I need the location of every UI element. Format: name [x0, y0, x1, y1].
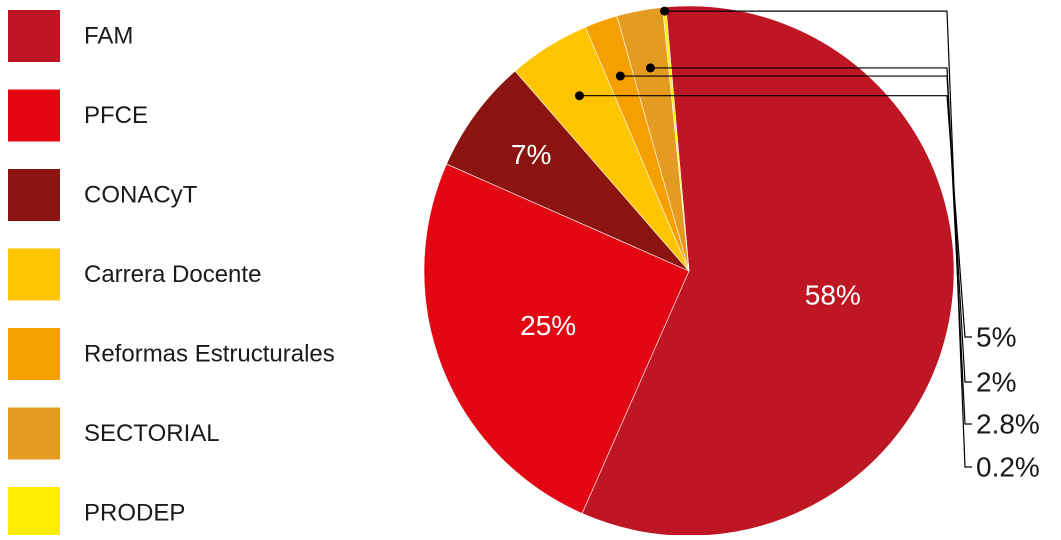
slice-label-fam: 58%: [805, 279, 861, 310]
legend-label-sectorial: SECTORIAL: [84, 420, 220, 447]
pie-slice-pfce: [423, 163, 690, 514]
legend-swatch-prodep: [8, 487, 60, 539]
legend-swatch-conacyt: [8, 169, 60, 221]
slice-label-conacyt: 7%: [511, 139, 551, 170]
legend-swatch-carrera-docente: [8, 248, 60, 301]
callout-label-carrera-docente: 5%: [976, 322, 1016, 353]
callout-label-prodep: 0.2%: [976, 452, 1040, 483]
legend-swatch-pfce: [8, 89, 60, 142]
callout-line-carrera-docente: [579, 95, 972, 338]
legend-label-fam: FAM: [84, 23, 133, 50]
callout-label-sectorial: 2.8%: [976, 409, 1040, 440]
callout-dot-carrera-docente: [574, 91, 584, 101]
legend-label-conacyt: CONACyT: [84, 182, 198, 209]
pie-slice-fam: [581, 5, 955, 537]
legend-label-pfce: PFCE: [84, 102, 148, 129]
legend-swatch-reformas-estructurales: [8, 328, 60, 380]
legend-label-prodep: PRODEP: [84, 500, 185, 527]
pie-slice-conacyt: [446, 70, 690, 272]
pie-slices: [423, 5, 955, 537]
legend-label-carrera-docente: Carrera Docente: [84, 261, 261, 288]
slice-labels: 58% 25% 7%: [511, 139, 861, 341]
legend-swatch-fam: [8, 10, 60, 62]
legend: FAM PFCE CONACyT Carrera Docente Reformas Es…: [8, 10, 335, 539]
legend-swatch-sectorial: [8, 407, 60, 460]
callout-label-reformas-estructurales: 2%: [976, 367, 1016, 398]
callout-dot-prodep: [660, 6, 670, 16]
legend-label-reformas-estructurales: Reformas Estructurales: [84, 341, 335, 368]
slice-label-pfce: 25%: [520, 310, 576, 341]
callouts: 5% 2% 2.8% 0.2%: [574, 6, 1040, 483]
callout-line-prodep: [664, 10, 972, 468]
